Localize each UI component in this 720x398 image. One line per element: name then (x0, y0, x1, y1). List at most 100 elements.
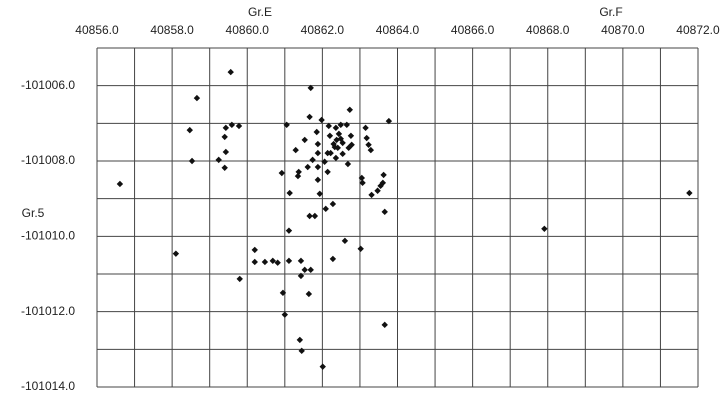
point (329, 200, 337, 208)
point (297, 257, 305, 265)
point (279, 289, 287, 297)
point (306, 113, 313, 121)
point (334, 144, 341, 152)
point (347, 132, 355, 139)
point (286, 189, 293, 197)
point (295, 168, 302, 176)
point (269, 257, 276, 265)
x-tick-label: 40868.0 (526, 23, 570, 37)
point (346, 106, 353, 113)
point (339, 150, 346, 158)
point (283, 121, 290, 129)
point (221, 164, 228, 171)
point (281, 311, 289, 318)
point (301, 266, 308, 274)
point (193, 94, 201, 102)
point (301, 136, 308, 144)
point (363, 134, 370, 142)
point (359, 179, 366, 187)
point (292, 146, 299, 154)
point (365, 141, 372, 149)
point (235, 122, 243, 130)
x-tick-label: 40872.0 (676, 23, 720, 37)
annotation: Gr.F (599, 5, 622, 19)
point (344, 160, 352, 168)
point (306, 212, 313, 220)
point (327, 149, 334, 157)
point (251, 246, 258, 254)
point (381, 321, 388, 329)
point (326, 132, 334, 139)
x-tick-label: 40866.0 (451, 23, 495, 37)
y-tick-label: -101006.0 (21, 78, 75, 92)
point (298, 347, 305, 355)
point (274, 259, 281, 266)
y-tick-label: -101014.0 (21, 379, 75, 393)
point (236, 275, 243, 283)
x-tick-label: 40870.0 (601, 23, 645, 37)
point (332, 124, 340, 132)
point (222, 124, 230, 132)
point (339, 139, 346, 147)
point (313, 128, 320, 136)
point (261, 258, 269, 266)
point (314, 149, 322, 157)
x-tick-label: 40860.0 (226, 23, 270, 37)
point (227, 68, 234, 76)
point (285, 227, 293, 234)
y-tick-label: -101008.0 (21, 153, 75, 167)
point (322, 205, 329, 213)
point (297, 272, 305, 280)
point (541, 225, 548, 232)
point (215, 156, 222, 164)
point (278, 169, 286, 177)
point (318, 116, 325, 124)
point (329, 255, 337, 263)
point (305, 290, 313, 298)
point (311, 212, 319, 220)
annotation: Gr.5 (22, 206, 45, 220)
point (186, 126, 193, 134)
point (228, 121, 236, 129)
point (379, 179, 387, 187)
point (335, 130, 343, 138)
point (362, 124, 369, 132)
point (307, 266, 314, 274)
point (368, 191, 375, 199)
point (309, 156, 316, 164)
point (285, 257, 293, 265)
point (321, 158, 328, 165)
point (188, 157, 196, 165)
point (319, 363, 326, 370)
point (324, 168, 331, 176)
point (172, 250, 180, 257)
point (337, 121, 344, 129)
x-tick-label: 40856.0 (75, 23, 119, 37)
point (296, 336, 304, 344)
point (325, 122, 332, 130)
point (381, 208, 388, 216)
point (304, 163, 311, 171)
point (358, 174, 366, 182)
point (380, 171, 387, 179)
point (332, 154, 340, 162)
point (343, 121, 350, 129)
point (385, 117, 393, 125)
point (341, 237, 349, 245)
annotation: Gr.E (248, 5, 272, 19)
point (316, 190, 323, 197)
x-tick-label: 40864.0 (376, 23, 420, 37)
y-tick-label: -101010.0 (21, 229, 75, 243)
point (251, 258, 258, 266)
x-tick-label: 40862.0 (301, 23, 345, 37)
point (294, 172, 302, 180)
point (367, 146, 375, 154)
y-tick-label: -101012.0 (21, 304, 75, 318)
point (314, 163, 322, 171)
point (314, 140, 322, 148)
point (116, 180, 124, 188)
point (686, 189, 693, 197)
point (221, 133, 228, 141)
x-tick-label: 40858.0 (150, 23, 194, 37)
